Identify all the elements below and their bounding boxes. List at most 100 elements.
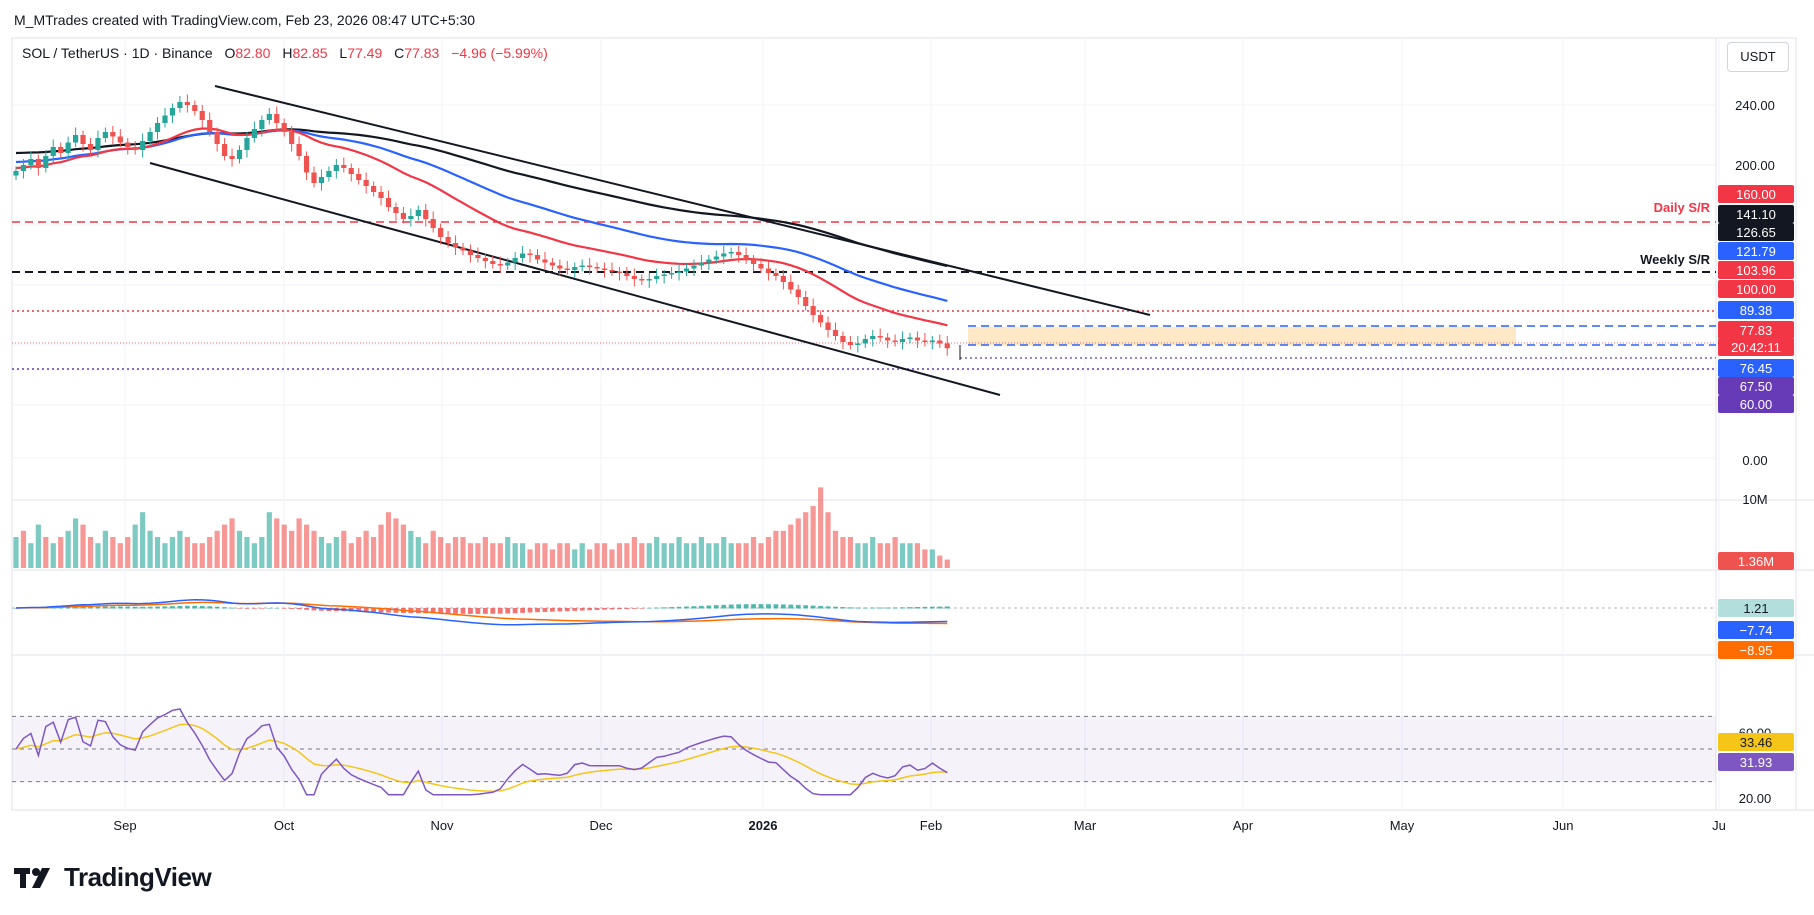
- macd-hist-81: [617, 608, 622, 610]
- volume-bar-40: [311, 530, 317, 568]
- volume-bar-82: [624, 543, 630, 568]
- volume-bar-26: [207, 537, 213, 568]
- candle-5: [50, 139, 56, 164]
- candle-55: [423, 204, 429, 227]
- volume-bar-14: [117, 543, 123, 568]
- channel-lower: [149, 162, 1001, 396]
- candle-87: [661, 270, 667, 284]
- macd-hist-112: [848, 607, 853, 609]
- rsi-ma-tag: 33.46: [1718, 733, 1794, 751]
- rsi-tick-1: 20.00: [1739, 791, 1772, 806]
- macd-hist-63: [482, 608, 488, 614]
- price-axis: 240.00 200.00 0.00 10M 60.00 20.00 160.00 141.1…: [1718, 98, 1794, 806]
- macd-hist-22: [177, 605, 183, 609]
- macd-hist-35: [274, 607, 280, 609]
- candle-81: [616, 267, 623, 281]
- macd-hist-110: [833, 606, 838, 609]
- volume-bar-88: [669, 543, 675, 568]
- volume-bar-93: [706, 543, 712, 568]
- candle-63: [482, 253, 488, 269]
- volume-bar-37: [289, 530, 295, 568]
- open-value: 82.80: [235, 45, 271, 61]
- macd-hist-12: [103, 606, 108, 609]
- macd-hist-101: [766, 604, 771, 609]
- candle-28: [222, 138, 228, 161]
- candle-4: [43, 150, 49, 173]
- time-label-9: Jun: [1553, 818, 1574, 833]
- macd-hist-105: [795, 604, 801, 609]
- macd-hist-23: [184, 605, 190, 609]
- volume-bar-78: [594, 543, 600, 568]
- tradingview-logo[interactable]: TradingView: [14, 862, 212, 893]
- candle-123: [929, 336, 935, 350]
- macd-hist-84: [639, 608, 645, 609]
- volume-bar-114: [862, 543, 868, 568]
- macd-hist-91: [691, 606, 697, 609]
- symbol-pair[interactable]: SOL / TetherUS · 1D · Binance: [22, 45, 213, 61]
- volume-bar-20: [162, 543, 168, 568]
- high-value: 82.85: [292, 45, 328, 61]
- candle-101: [765, 261, 772, 281]
- volume-bar-67: [512, 543, 518, 568]
- volume-bar-105: [795, 518, 801, 568]
- volume-bar-35: [274, 518, 280, 568]
- macd-hist-96: [728, 604, 734, 609]
- time-label-6: Mar: [1074, 818, 1097, 833]
- candle-61: [467, 244, 474, 263]
- candle-62: [475, 247, 481, 263]
- volume-bar-99: [750, 537, 757, 568]
- volume-bar-124: [937, 555, 943, 568]
- volume-bar-120: [907, 543, 913, 568]
- volume-bar-17: [140, 512, 146, 568]
- macd-hist-60: [460, 608, 466, 614]
- volume-bar-53: [408, 530, 414, 568]
- price-tag-4: 103.96: [1718, 261, 1794, 279]
- candle-59: [452, 235, 459, 255]
- close-label: C: [394, 45, 405, 61]
- volume-bar-111: [840, 537, 846, 568]
- macd-hist-11: [95, 606, 101, 609]
- macd-pane: [12, 599, 1716, 626]
- macd-hist-99: [751, 604, 756, 609]
- macd-signal-line: [15, 601, 948, 625]
- volume-bar-68: [520, 543, 526, 568]
- volume-bar-125: [944, 559, 950, 568]
- candle-77: [587, 258, 593, 275]
- macd-hist-40: [311, 608, 317, 611]
- candle-11: [95, 130, 101, 158]
- rsi-pane: [12, 708, 1716, 796]
- candle-58: [445, 231, 451, 248]
- svg-text:103.96: 103.96: [1736, 263, 1776, 278]
- macd-hist-114: [862, 607, 868, 609]
- volume-bar-58: [445, 543, 451, 568]
- macd-hist-47: [363, 608, 369, 612]
- candle-31: [244, 132, 250, 158]
- volume-bar-98: [743, 543, 749, 568]
- macd-hist-119: [900, 607, 905, 609]
- candle-2: [28, 151, 34, 170]
- macd-hist-10: [88, 606, 93, 609]
- price-tag-1: 141.10: [1718, 205, 1794, 223]
- volume-bar-85: [646, 543, 652, 568]
- candle-51: [393, 202, 399, 221]
- macd-hist-tag: 1.21: [1718, 599, 1794, 617]
- volume-bar-29: [229, 518, 235, 568]
- macd-hist-86: [654, 607, 660, 609]
- macd-hist-65: [497, 608, 503, 614]
- candle-66: [505, 258, 511, 270]
- macd-hist-125: [944, 606, 950, 609]
- volume-bar-41: [318, 537, 325, 568]
- candle-60: [460, 243, 466, 255]
- rsi-line: [15, 708, 948, 796]
- chart-credit: M_MTrades created with TradingView.com, …: [14, 12, 476, 28]
- macd-hist-9: [80, 606, 86, 609]
- price-tag-2: 126.65: [1718, 223, 1794, 241]
- macd-hist-104: [788, 604, 794, 609]
- macd-hist-92: [699, 605, 704, 609]
- volume-bar-63: [482, 537, 488, 568]
- candle-13: [110, 126, 116, 144]
- macd-hist-77: [587, 608, 593, 611]
- candle-125: [944, 336, 950, 356]
- currency-selector[interactable]: USDT: [1727, 42, 1789, 72]
